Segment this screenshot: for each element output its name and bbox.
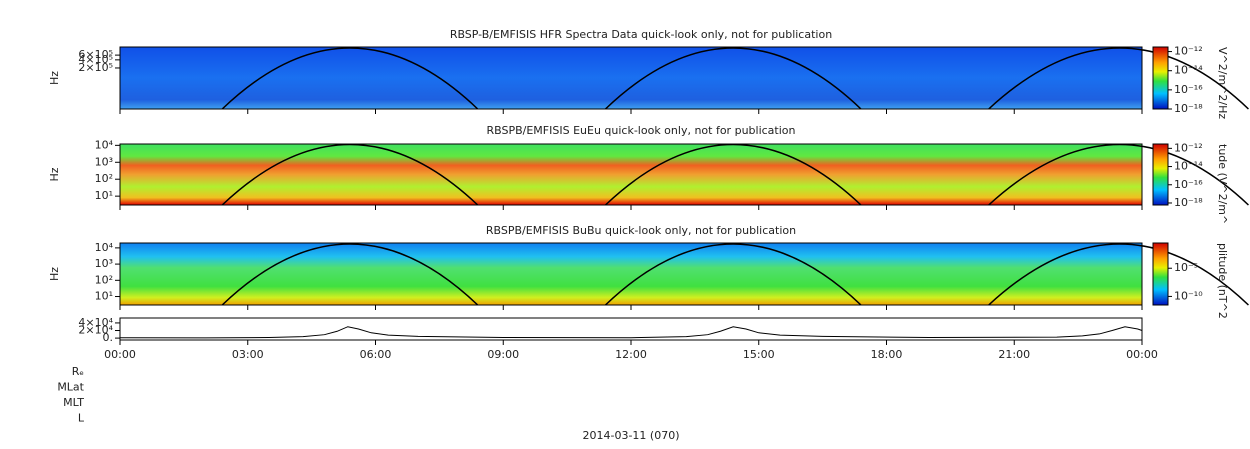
- x-tick-label: 12:00: [615, 348, 647, 361]
- colorbar-tick-label: 10⁻¹⁸: [1174, 102, 1203, 115]
- colorbar-tick-label: 10⁻¹⁶: [1174, 83, 1203, 96]
- y-tick-label: 10²: [95, 172, 113, 185]
- colorbar: [1152, 46, 1169, 110]
- colorbar-tick-label: 10⁻¹²: [1174, 45, 1203, 58]
- y-axis-label: Hz: [48, 167, 61, 181]
- panel-frame: [119, 317, 1143, 341]
- y-tick-label: 10¹: [95, 290, 113, 303]
- y-axis-label: Hz: [48, 71, 61, 85]
- colorbar-label: plitude (nT^2: [1216, 243, 1229, 319]
- colorbar: [1152, 143, 1169, 206]
- fce-curve: [605, 244, 861, 305]
- colorbar-tick-label: 10⁻¹⁸: [1174, 196, 1203, 209]
- y-tick-label: 0.: [103, 331, 114, 344]
- row-label: L: [78, 412, 85, 425]
- y-tick-label: 4×10⁵: [78, 53, 113, 66]
- y-tick-label: 4×10⁴: [78, 316, 113, 329]
- plots: RBSP-B/EMFISIS HFR Spectra Data quick-lo…: [48, 28, 1248, 442]
- fce-curve: [222, 48, 478, 109]
- colorbar: [1152, 242, 1169, 306]
- colorbar-tick-label: 10⁻¹⁴: [1174, 160, 1203, 173]
- row-label: Rₑ: [72, 365, 84, 378]
- x-tick-label: 00:00: [1126, 348, 1158, 361]
- x-tick-label: 03:00: [232, 348, 264, 361]
- colorbar-label: V^2/m^2/Hz: [1216, 47, 1229, 119]
- y-tick-label: 10³: [95, 155, 113, 168]
- colorbar-tick-label: 10⁻¹⁴: [1174, 64, 1203, 77]
- panel-title: RBSPB/EMFISIS BuBu quick-look only, not …: [486, 224, 796, 237]
- colorbar-tick-label: 10⁻¹⁰: [1174, 289, 1203, 302]
- spectrogram-image: [120, 144, 1142, 205]
- row-label: MLat: [57, 381, 84, 394]
- y-tick-label: 10³: [95, 257, 113, 270]
- x-tick-label: 09:00: [487, 348, 519, 361]
- x-tick-label: 18:00: [871, 348, 903, 361]
- y-tick-label: 10¹: [95, 189, 113, 202]
- fce-curve: [989, 244, 1249, 305]
- x-tick-label: 15:00: [743, 348, 775, 361]
- colorbar-tick-label: 10⁻¹²: [1174, 141, 1203, 154]
- colorbar-label: tude (V^2/m^: [1216, 144, 1229, 224]
- y-tick-label: 6×10⁵: [78, 48, 113, 61]
- y-axis-label: Hz: [48, 267, 61, 281]
- spectrogram-image: [120, 47, 1142, 109]
- y-tick-label: 2×10⁴: [78, 324, 113, 337]
- fce-curve: [222, 244, 478, 305]
- colorbar-tick-label: 10⁻⁵: [1174, 261, 1198, 274]
- y-tick-label: 10⁴: [95, 138, 114, 151]
- y-tick-label: 10²: [95, 273, 113, 286]
- fce-curve: [989, 48, 1249, 109]
- x-tick-label: 00:00: [104, 348, 136, 361]
- panel-title: RBSP-B/EMFISIS HFR Spectra Data quick-lo…: [450, 28, 832, 41]
- x-tick-label: 21:00: [998, 348, 1030, 361]
- y-tick-label: 2×10⁵: [78, 61, 113, 74]
- panel-title: RBSPB/EMFISIS EuEu quick-look only, not …: [486, 124, 795, 137]
- colorbar-tick-label: 10⁻¹⁶: [1174, 178, 1203, 191]
- y-tick-label: 10⁴: [95, 241, 114, 254]
- fce-curve: [605, 48, 861, 109]
- row-label: MLT: [63, 396, 84, 409]
- spectrogram-image: [120, 243, 1142, 305]
- data-line: [119, 326, 1143, 339]
- x-tick-label: 06:00: [360, 348, 392, 361]
- x-axis-label: 2014-03-11 (070): [582, 429, 679, 442]
